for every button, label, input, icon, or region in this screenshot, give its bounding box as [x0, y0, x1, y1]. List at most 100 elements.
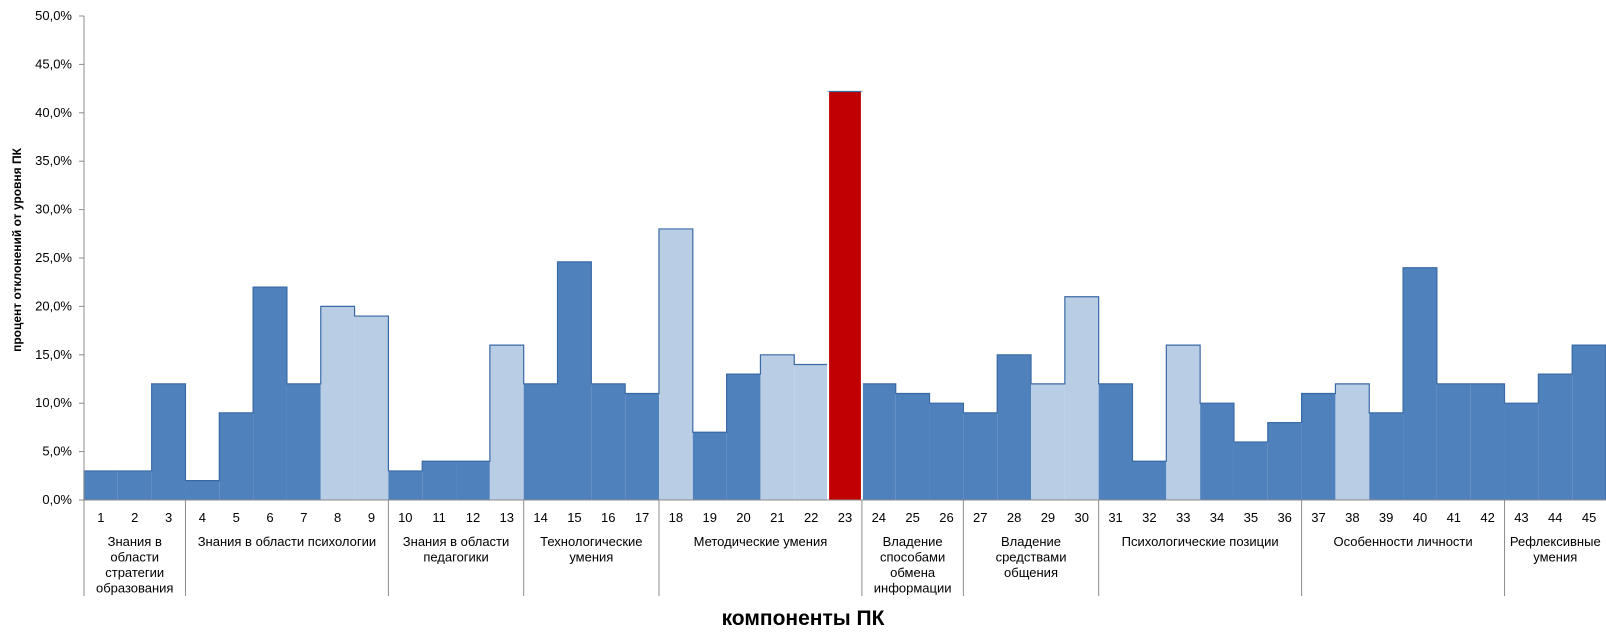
group-label: Владение способами обмена информации — [874, 534, 952, 596]
x-tick-label: 28 — [1007, 510, 1021, 525]
bar-26 — [929, 403, 964, 500]
x-tick-label: 9 — [368, 510, 375, 525]
group-label-line: общения — [1004, 565, 1058, 580]
group-label: Рефлексивные умения — [1510, 534, 1601, 565]
group-label-line: Владение — [883, 534, 943, 549]
y-tick-label: 10,0% — [35, 395, 72, 410]
x-tick-label: 20 — [736, 510, 750, 525]
group-label-line: способами — [880, 550, 945, 565]
x-tick-label: 34 — [1210, 510, 1224, 525]
bar-32 — [1132, 461, 1167, 500]
y-tick-label: 15,0% — [35, 347, 72, 362]
x-tick-label: 6 — [266, 510, 273, 525]
bar-35 — [1233, 441, 1268, 500]
x-tick-label: 30 — [1075, 510, 1089, 525]
bar-42 — [1470, 383, 1505, 500]
x-tick-label: 43 — [1514, 510, 1528, 525]
x-tick-label: 16 — [601, 510, 615, 525]
bar-2 — [117, 470, 152, 500]
bar-28 — [997, 354, 1032, 500]
x-tick-label: 17 — [635, 510, 649, 525]
bar-8 — [320, 306, 355, 500]
x-tick-label: 39 — [1379, 510, 1393, 525]
x-tick-label: 13 — [500, 510, 514, 525]
bar-5 — [219, 412, 254, 500]
x-tick-label: 3 — [165, 510, 172, 525]
x-tick-label: 45 — [1582, 510, 1596, 525]
group-label: Знания в области психологии — [198, 534, 376, 549]
bar-25 — [895, 393, 930, 500]
x-tick-label: 7 — [300, 510, 307, 525]
x-tick-label: 31 — [1108, 510, 1122, 525]
group-label-line: Психологические позиции — [1122, 534, 1279, 549]
x-tick-label: 32 — [1142, 510, 1156, 525]
bar-43 — [1504, 403, 1539, 500]
x-tick-label: 42 — [1480, 510, 1494, 525]
x-axis-title: компоненты ПК — [722, 607, 885, 630]
bar-22 — [794, 364, 829, 500]
group-label-line: области — [110, 550, 159, 565]
group-label: Методические умения — [694, 534, 828, 549]
group-label-line: образования — [96, 581, 174, 596]
group-label: Знания в области стратегии образования — [96, 534, 174, 596]
group-label-line: Знания в области — [403, 534, 510, 549]
bar-19 — [692, 432, 727, 500]
bar-15 — [557, 261, 592, 500]
x-tick-label: 18 — [669, 510, 683, 525]
bar-17 — [625, 393, 659, 500]
x-tick-label: 2 — [131, 510, 138, 525]
group-label-line: Методические умения — [694, 534, 828, 549]
bar-30 — [1064, 296, 1099, 500]
x-tick-label: 36 — [1277, 510, 1291, 525]
bar-44 — [1538, 374, 1573, 500]
x-tick-label: 14 — [533, 510, 547, 525]
bars-layer — [83, 90, 1606, 500]
group-label-line: Рефлексивные — [1510, 534, 1601, 549]
bar-6 — [253, 287, 287, 500]
bar-34 — [1200, 403, 1234, 500]
x-tick-label: 1 — [97, 510, 104, 525]
x-tick-label: 38 — [1345, 510, 1359, 525]
x-tick-label: 24 — [872, 510, 886, 525]
y-tick-label: 40,0% — [35, 105, 72, 120]
bar-10 — [388, 470, 423, 500]
x-tick-label: 44 — [1548, 510, 1562, 525]
y-axis-title: процент отклонений от уровня ПК — [10, 147, 24, 352]
x-tick-label: 12 — [466, 510, 480, 525]
x-tick-label: 4 — [199, 510, 206, 525]
bar-40 — [1403, 267, 1437, 500]
x-tick-labels: 1 2 3 4 5 6 7 8 9 10 11 12 13 14 15 16 17 18 19 20 21 22 23 24 2… — [97, 510, 1596, 525]
x-tick-label: 41 — [1447, 510, 1461, 525]
y-tick-label: 20,0% — [35, 298, 72, 313]
bar-16 — [591, 383, 626, 500]
y-tick-label: 0,0% — [42, 492, 72, 507]
bar-31 — [1098, 383, 1133, 500]
bar-37 — [1301, 393, 1336, 500]
group-label-line: умения — [1533, 550, 1577, 565]
bar-13 — [489, 345, 524, 500]
y-tick-label: 5,0% — [42, 444, 72, 459]
bar-9 — [354, 316, 389, 500]
group-label-line: педагогики — [423, 550, 488, 565]
x-tick-label: 10 — [398, 510, 412, 525]
group-label: Знания в области педагогики — [403, 534, 510, 565]
x-tick-label: 37 — [1311, 510, 1325, 525]
bar-4 — [185, 480, 220, 500]
x-tick-label: 21 — [770, 510, 784, 525]
group-label: Технологические умения — [540, 534, 642, 565]
bar-20 — [726, 374, 761, 500]
x-tick-label: 8 — [334, 510, 341, 525]
bar-27 — [963, 412, 998, 500]
bar-39 — [1369, 412, 1404, 500]
x-tick-label: 40 — [1413, 510, 1427, 525]
bar-24 — [861, 383, 896, 500]
x-tick-label: 11 — [432, 510, 446, 525]
group-labels: Знания в области стратегии образования Знани… — [96, 500, 1601, 596]
x-tick-label: 27 — [973, 510, 987, 525]
y-tick-labels: 0,0% 5,0% 10,0% 15,0% 20,0% 25,0% 30,0% 35,0% 40… — [35, 8, 84, 507]
bar-33 — [1166, 345, 1201, 500]
x-tick-label: 5 — [233, 510, 240, 525]
x-tick-label: 33 — [1176, 510, 1190, 525]
x-tick-label: 26 — [939, 510, 953, 525]
x-tick-label: 23 — [838, 510, 852, 525]
